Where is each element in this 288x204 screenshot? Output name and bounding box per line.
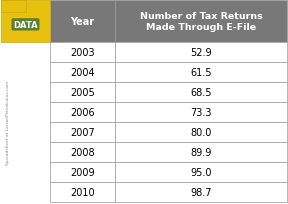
Bar [50,102,115,122]
Bar [115,63,287,83]
Text: 98.7: 98.7 [190,187,212,197]
Bar [115,142,287,162]
Bar [115,1,287,43]
Text: 52.9: 52.9 [190,48,212,58]
Bar [50,142,115,162]
Text: 2003: 2003 [70,48,95,58]
Text: DATA: DATA [13,21,38,30]
Bar [115,43,287,63]
Text: 2007: 2007 [70,127,95,137]
Bar [50,162,115,182]
Text: 80.0: 80.0 [190,127,212,137]
Text: 2004: 2004 [70,68,95,78]
Text: 2005: 2005 [70,88,95,98]
Text: 89.9: 89.9 [190,147,212,157]
Bar [50,43,115,63]
Text: 2010: 2010 [70,187,95,197]
Text: 61.5: 61.5 [190,68,212,78]
Bar [1,1,26,13]
Bar [1,1,50,43]
Bar [115,182,287,202]
Bar [115,162,287,182]
Text: 68.5: 68.5 [190,88,212,98]
Text: 2009: 2009 [70,167,95,177]
Bar [50,83,115,102]
Bar [50,182,115,202]
Text: Spreadsheet at LarsonPrecalculus.com: Spreadsheet at LarsonPrecalculus.com [6,81,10,164]
Text: Number of Tax Returns
Made Through E-File: Number of Tax Returns Made Through E-Fil… [140,12,262,32]
Bar [50,1,115,43]
Text: 2008: 2008 [70,147,95,157]
Bar [50,122,115,142]
Text: Year: Year [71,17,94,27]
Bar [115,83,287,102]
Bar [115,102,287,122]
Text: 2006: 2006 [70,108,95,118]
Text: 73.3: 73.3 [190,108,212,118]
Bar [50,63,115,83]
Bar [115,122,287,142]
Text: 95.0: 95.0 [190,167,212,177]
